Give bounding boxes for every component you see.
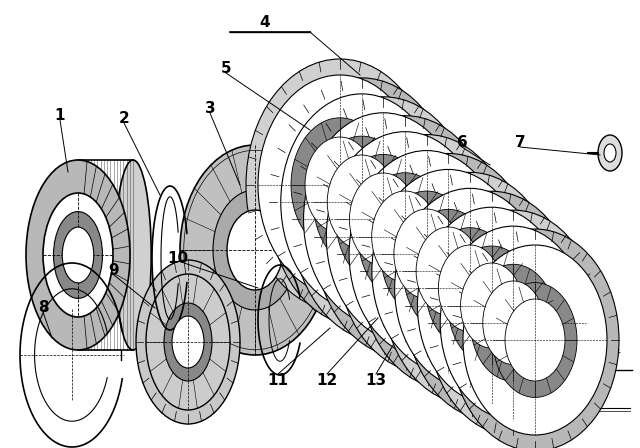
Ellipse shape bbox=[299, 158, 371, 262]
Ellipse shape bbox=[314, 116, 495, 358]
Text: 2: 2 bbox=[118, 111, 129, 125]
Ellipse shape bbox=[362, 166, 394, 214]
Ellipse shape bbox=[598, 135, 622, 171]
Ellipse shape bbox=[416, 227, 481, 315]
Ellipse shape bbox=[349, 173, 417, 266]
Ellipse shape bbox=[146, 274, 230, 410]
Ellipse shape bbox=[395, 188, 545, 388]
Ellipse shape bbox=[172, 316, 204, 368]
Ellipse shape bbox=[372, 169, 525, 373]
Ellipse shape bbox=[258, 75, 422, 295]
Ellipse shape bbox=[273, 122, 397, 298]
Ellipse shape bbox=[327, 155, 396, 250]
Ellipse shape bbox=[401, 249, 429, 277]
Ellipse shape bbox=[291, 118, 389, 252]
Ellipse shape bbox=[403, 209, 493, 333]
Ellipse shape bbox=[406, 191, 578, 420]
Ellipse shape bbox=[305, 137, 375, 233]
Ellipse shape bbox=[448, 246, 535, 365]
Ellipse shape bbox=[213, 190, 297, 310]
Ellipse shape bbox=[493, 283, 577, 397]
Ellipse shape bbox=[180, 145, 330, 355]
Ellipse shape bbox=[470, 264, 556, 381]
Ellipse shape bbox=[426, 228, 515, 349]
Ellipse shape bbox=[349, 151, 504, 357]
Ellipse shape bbox=[372, 191, 438, 282]
Ellipse shape bbox=[463, 245, 607, 435]
Ellipse shape bbox=[417, 207, 566, 404]
Ellipse shape bbox=[393, 241, 437, 285]
Ellipse shape bbox=[505, 299, 565, 381]
Ellipse shape bbox=[333, 125, 423, 255]
Ellipse shape bbox=[428, 210, 598, 435]
Ellipse shape bbox=[307, 170, 363, 250]
Ellipse shape bbox=[136, 260, 240, 424]
Text: 6: 6 bbox=[456, 134, 467, 150]
Ellipse shape bbox=[337, 134, 516, 373]
Ellipse shape bbox=[292, 97, 475, 342]
Ellipse shape bbox=[54, 211, 102, 298]
Ellipse shape bbox=[451, 229, 619, 448]
Polygon shape bbox=[410, 250, 580, 346]
Ellipse shape bbox=[43, 193, 113, 317]
Ellipse shape bbox=[269, 78, 454, 327]
Ellipse shape bbox=[440, 226, 586, 419]
Text: 9: 9 bbox=[109, 263, 119, 277]
Ellipse shape bbox=[354, 154, 402, 226]
Ellipse shape bbox=[394, 209, 460, 299]
Text: 3: 3 bbox=[205, 100, 215, 116]
Ellipse shape bbox=[246, 59, 434, 311]
Ellipse shape bbox=[26, 160, 130, 350]
Ellipse shape bbox=[115, 160, 151, 350]
Text: 8: 8 bbox=[38, 300, 48, 314]
Ellipse shape bbox=[604, 144, 616, 162]
Ellipse shape bbox=[573, 319, 593, 347]
Text: 13: 13 bbox=[365, 372, 387, 388]
Ellipse shape bbox=[438, 245, 502, 332]
Ellipse shape bbox=[381, 191, 472, 317]
Ellipse shape bbox=[227, 210, 283, 290]
Ellipse shape bbox=[62, 227, 93, 283]
Ellipse shape bbox=[281, 94, 442, 310]
Text: CC055522: CC055522 bbox=[534, 395, 582, 405]
Ellipse shape bbox=[358, 173, 452, 301]
Ellipse shape bbox=[326, 132, 484, 342]
Text: 12: 12 bbox=[316, 372, 338, 388]
Ellipse shape bbox=[541, 343, 555, 353]
Ellipse shape bbox=[461, 263, 523, 348]
Text: 11: 11 bbox=[268, 372, 289, 388]
Ellipse shape bbox=[360, 154, 537, 389]
Ellipse shape bbox=[483, 281, 544, 365]
Text: 1: 1 bbox=[55, 108, 65, 122]
Ellipse shape bbox=[303, 113, 463, 326]
Ellipse shape bbox=[336, 155, 431, 284]
Text: 7: 7 bbox=[515, 134, 525, 150]
Text: 10: 10 bbox=[168, 250, 189, 266]
Text: 5: 5 bbox=[221, 60, 231, 76]
Text: 4: 4 bbox=[260, 14, 270, 30]
Ellipse shape bbox=[164, 303, 212, 381]
Ellipse shape bbox=[314, 136, 410, 268]
Ellipse shape bbox=[383, 172, 557, 405]
